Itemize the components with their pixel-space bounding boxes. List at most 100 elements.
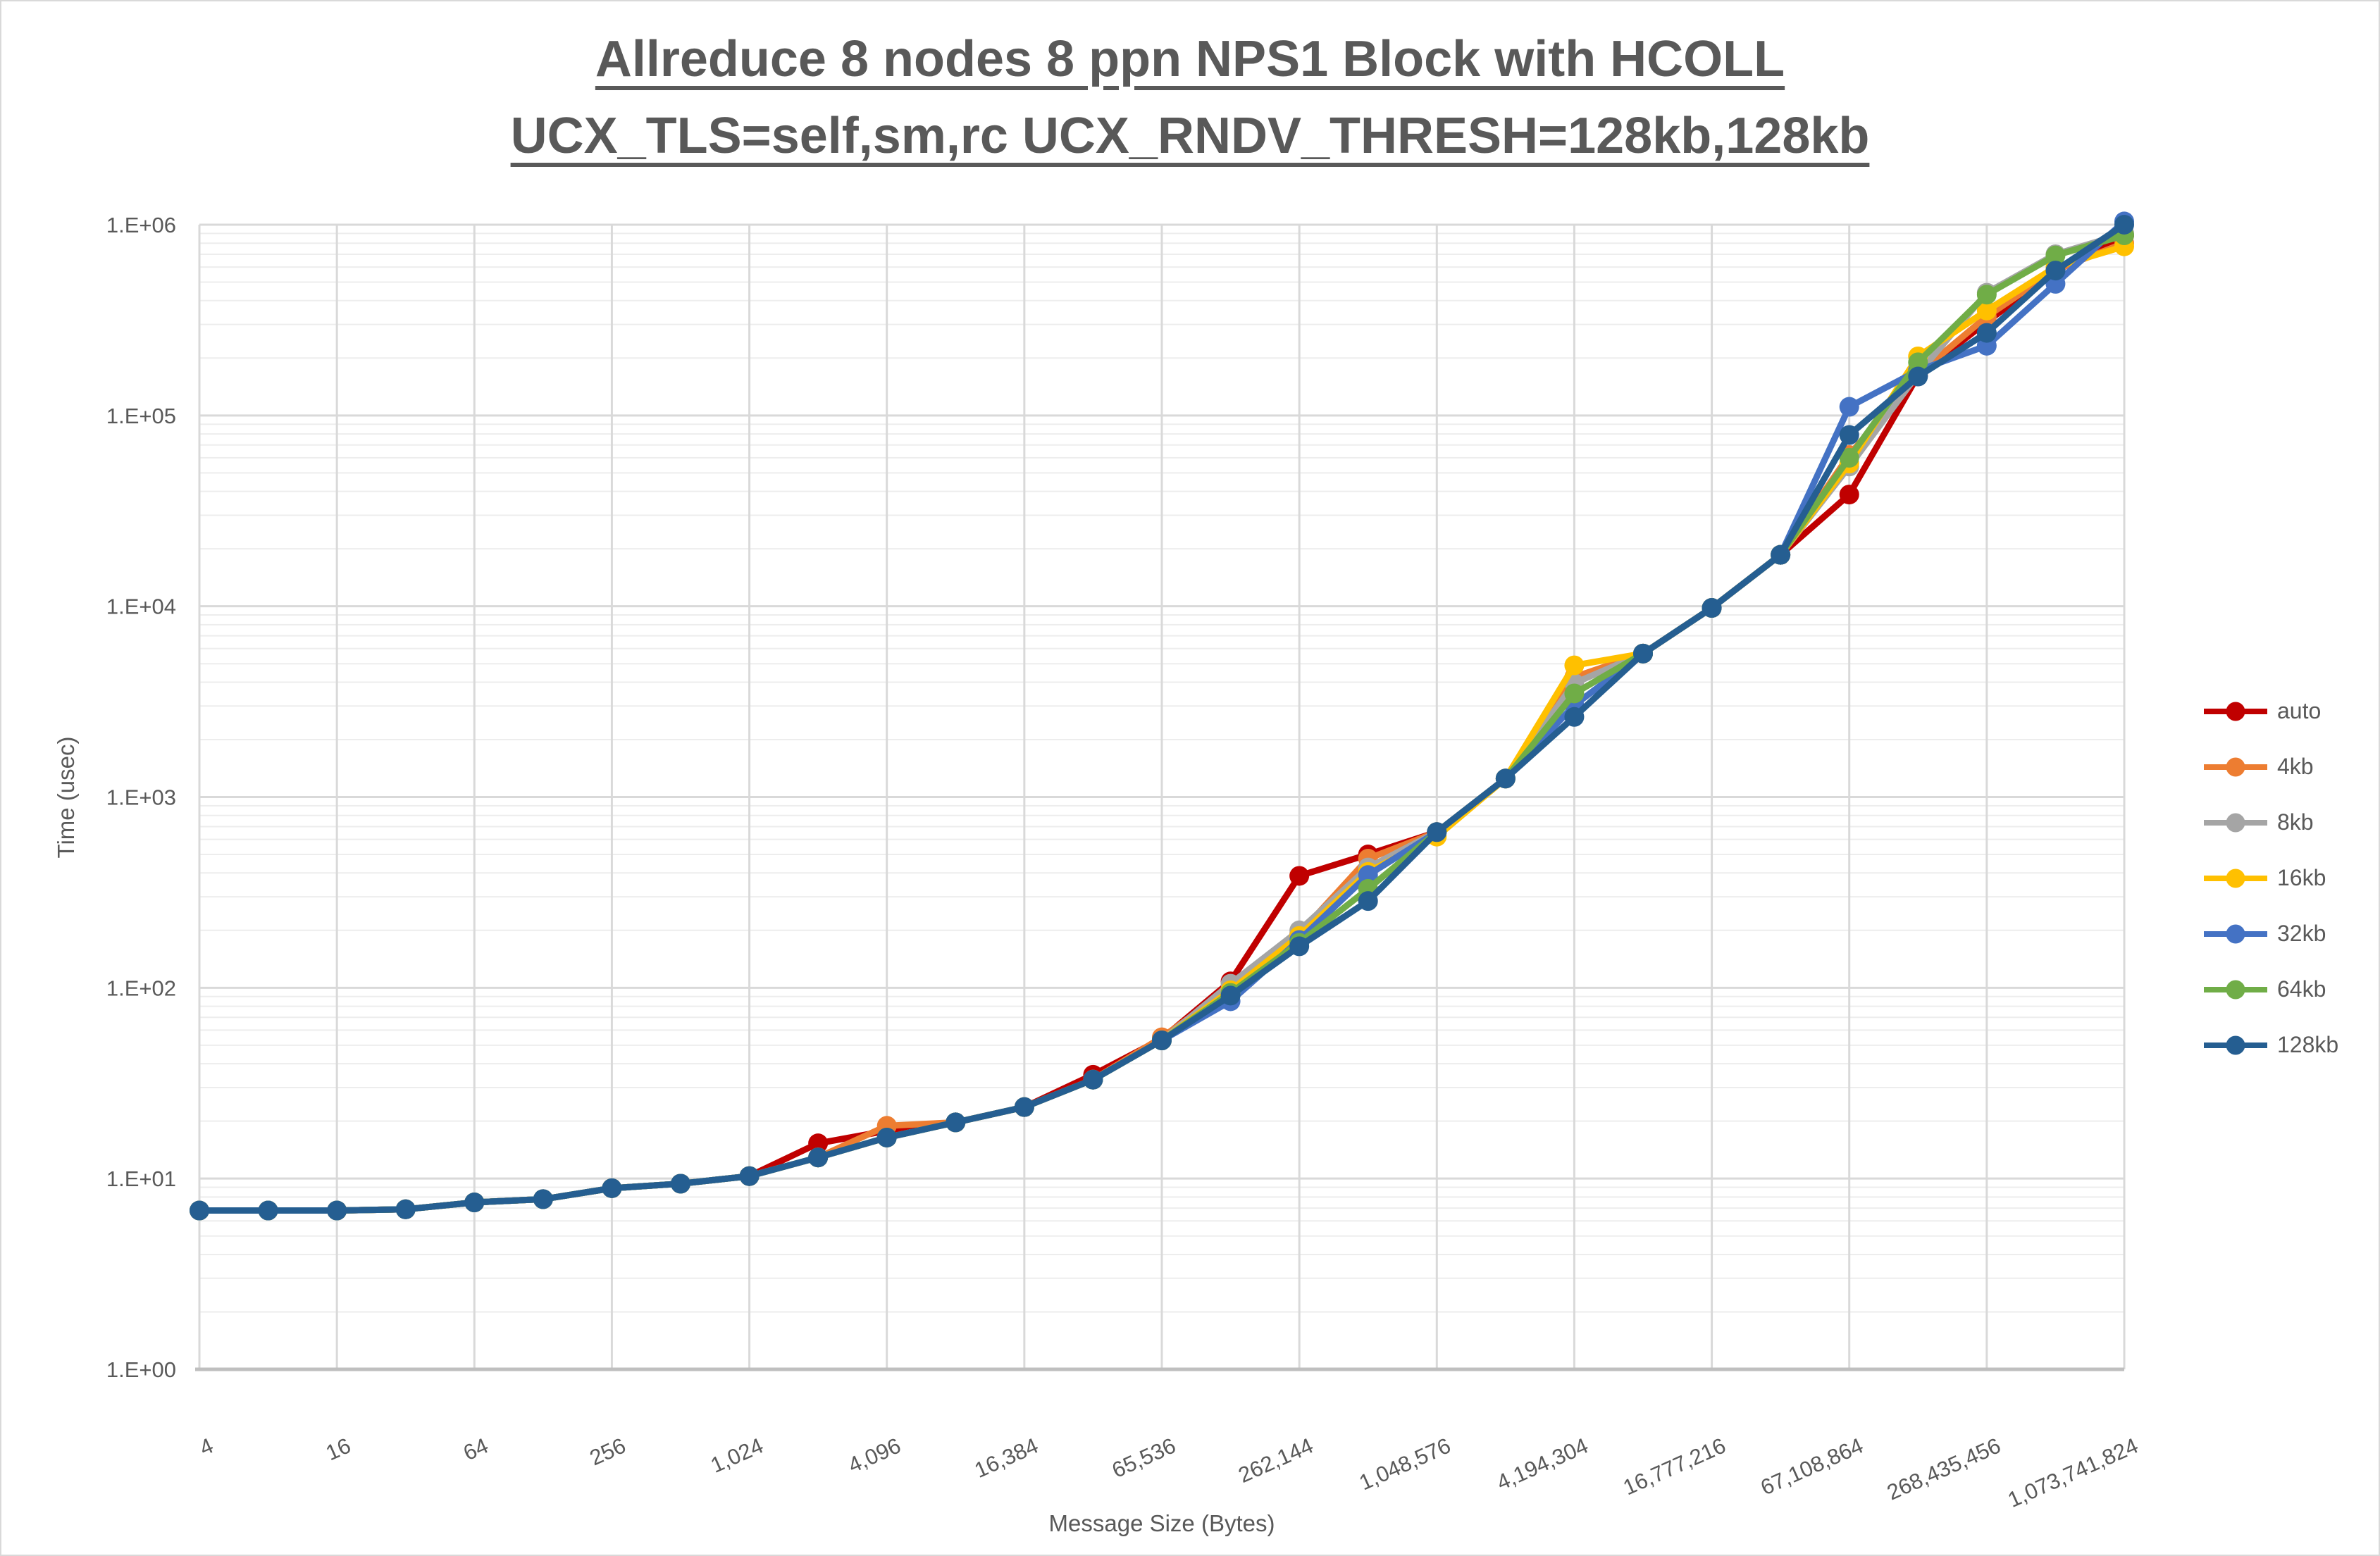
data-point-128kb[interactable] [2045, 261, 2066, 281]
x-tick-label: 16,777,216 [1619, 1433, 1729, 1500]
data-point-128kb[interactable] [258, 1200, 278, 1221]
data-point-128kb[interactable] [1771, 544, 1791, 565]
x-tick-label: 256 [586, 1433, 629, 1470]
series-128kb [190, 215, 2134, 1221]
x-tick-label: 1,048,576 [1356, 1433, 1454, 1495]
y-axis-title: Time (usec) [53, 737, 79, 859]
data-point-128kb[interactable] [1427, 822, 1447, 842]
data-point-128kb[interactable] [1358, 891, 1378, 911]
x-tick-label: 16 [322, 1433, 354, 1465]
x-tick-label: 268,435,456 [1883, 1433, 2004, 1505]
legend-swatch-16kb [2204, 869, 2267, 888]
legend-item-8kb[interactable]: 8kb [2202, 795, 2338, 850]
legend-label-8kb: 8kb [2277, 809, 2314, 835]
y-tick-label: 1.E+00 [106, 1357, 176, 1382]
data-point-auto[interactable] [1839, 485, 1859, 505]
axis-tick-labels: 1.E+00 1.E+01 1.E+02 1.E+03 1.E+04 1.E+05 1.E+… [106, 213, 2142, 1512]
legend-label-4kb: 4kb [2277, 754, 2314, 779]
legend-marker-icon [2226, 924, 2245, 943]
legend-item-64kb[interactable]: 64kb [2202, 961, 2338, 1017]
data-point-128kb[interactable] [671, 1174, 690, 1194]
x-tick-label: 4 [196, 1433, 217, 1460]
legend-item-4kb[interactable]: 4kb [2202, 739, 2338, 795]
x-tick-label: 16,384 [971, 1433, 1042, 1483]
data-point-128kb[interactable] [2114, 215, 2134, 235]
y-tick-label: 1.E+02 [106, 976, 176, 1000]
series-layer [190, 211, 2134, 1221]
legend-item-16kb[interactable]: 16kb [2202, 850, 2338, 906]
data-point-64kb[interactable] [2045, 245, 2066, 266]
data-point-128kb[interactable] [1220, 985, 1241, 1006]
data-point-auto[interactable] [1289, 866, 1310, 886]
data-point-128kb[interactable] [395, 1199, 416, 1219]
data-point-32kb[interactable] [1839, 397, 1859, 417]
y-tick-label: 1.E+01 [106, 1166, 176, 1191]
data-point-128kb[interactable] [1633, 643, 1653, 664]
x-tick-label: 262,144 [1234, 1433, 1317, 1488]
legend-marker-icon [2226, 813, 2245, 832]
legend-marker-icon [2226, 757, 2245, 776]
y-tick-label: 1.E+03 [106, 785, 176, 810]
legend-marker-icon [2226, 869, 2245, 888]
legend-marker-icon [2226, 980, 2245, 999]
data-point-128kb[interactable] [1908, 366, 1928, 387]
x-tick-label: 1,073,741,824 [2004, 1433, 2142, 1512]
legend-swatch-128kb [2204, 1035, 2267, 1054]
legend-item-32kb[interactable]: 32kb [2202, 906, 2338, 961]
legend-swatch-32kb [2204, 924, 2267, 943]
data-point-64kb[interactable] [1564, 683, 1585, 704]
y-tick-label: 1.E+04 [106, 595, 176, 619]
legend-swatch-64kb [2204, 980, 2267, 999]
data-point-128kb[interactable] [1014, 1097, 1034, 1117]
x-tick-label: 4,194,304 [1493, 1433, 1592, 1495]
data-point-128kb[interactable] [808, 1147, 829, 1168]
legend-swatch-auto [2204, 702, 2267, 721]
data-point-128kb[interactable] [1152, 1031, 1172, 1051]
legend-marker-icon [2226, 702, 2245, 721]
data-point-16kb[interactable] [1976, 300, 1997, 320]
legend-label-128kb: 128kb [2277, 1032, 2339, 1057]
data-point-128kb[interactable] [190, 1200, 209, 1221]
legend-label-16kb: 16kb [2277, 865, 2326, 890]
data-point-128kb[interactable] [1289, 936, 1310, 957]
data-point-128kb[interactable] [602, 1178, 622, 1198]
data-point-128kb[interactable] [739, 1166, 760, 1186]
legend-label-auto: auto [2277, 698, 2322, 723]
legend-item-auto[interactable]: auto [2202, 683, 2338, 739]
legend-swatch-8kb [2204, 813, 2267, 832]
chart-title-line2: UCX_TLS=self,sm,rc UCX_RNDV_THRESH=128kb… [510, 108, 1870, 165]
data-point-128kb[interactable] [1976, 323, 1997, 343]
data-point-32kb[interactable] [1358, 865, 1378, 885]
chart-title: Allreduce 8 nodes 8 ppn NPS1 Block with … [1, 21, 2379, 175]
data-point-16kb[interactable] [1564, 655, 1585, 676]
chart-legend: auto 4kb 8kb 16kb 32kb 64kb 128kb [2202, 683, 2338, 1073]
legend-label-32kb: 32kb [2277, 921, 2326, 946]
y-tick-label: 1.E+06 [106, 213, 176, 237]
data-point-128kb[interactable] [533, 1189, 553, 1209]
legend-label-64kb: 64kb [2277, 976, 2326, 1002]
x-tick-label: 65,536 [1108, 1433, 1179, 1483]
legend-swatch-4kb [2204, 757, 2267, 776]
x-tick-label: 67,108,864 [1757, 1433, 1867, 1500]
chart-title-line1: Allreduce 8 nodes 8 ppn NPS1 Block with … [595, 31, 1785, 87]
legend-marker-icon [2226, 1035, 2245, 1054]
data-point-64kb[interactable] [1908, 352, 1928, 373]
x-tick-label: 64 [459, 1433, 492, 1465]
gridlines [195, 223, 2126, 1371]
x-axis-title: Message Size (Bytes) [1049, 1510, 1275, 1536]
data-point-128kb[interactable] [946, 1112, 966, 1133]
data-point-128kb[interactable] [464, 1193, 485, 1213]
data-point-64kb[interactable] [1976, 285, 1997, 305]
data-point-128kb[interactable] [1564, 707, 1585, 727]
data-point-128kb[interactable] [1495, 768, 1516, 789]
data-point-128kb[interactable] [327, 1200, 347, 1221]
data-point-64kb[interactable] [1839, 447, 1859, 468]
x-tick-label: 4,096 [844, 1433, 904, 1478]
data-point-128kb[interactable] [1702, 598, 1722, 618]
legend-item-128kb[interactable]: 128kb [2202, 1017, 2338, 1073]
data-point-128kb[interactable] [1083, 1069, 1103, 1090]
data-point-128kb[interactable] [1839, 425, 1859, 445]
data-point-auto[interactable] [808, 1133, 829, 1154]
data-point-128kb[interactable] [876, 1127, 897, 1147]
